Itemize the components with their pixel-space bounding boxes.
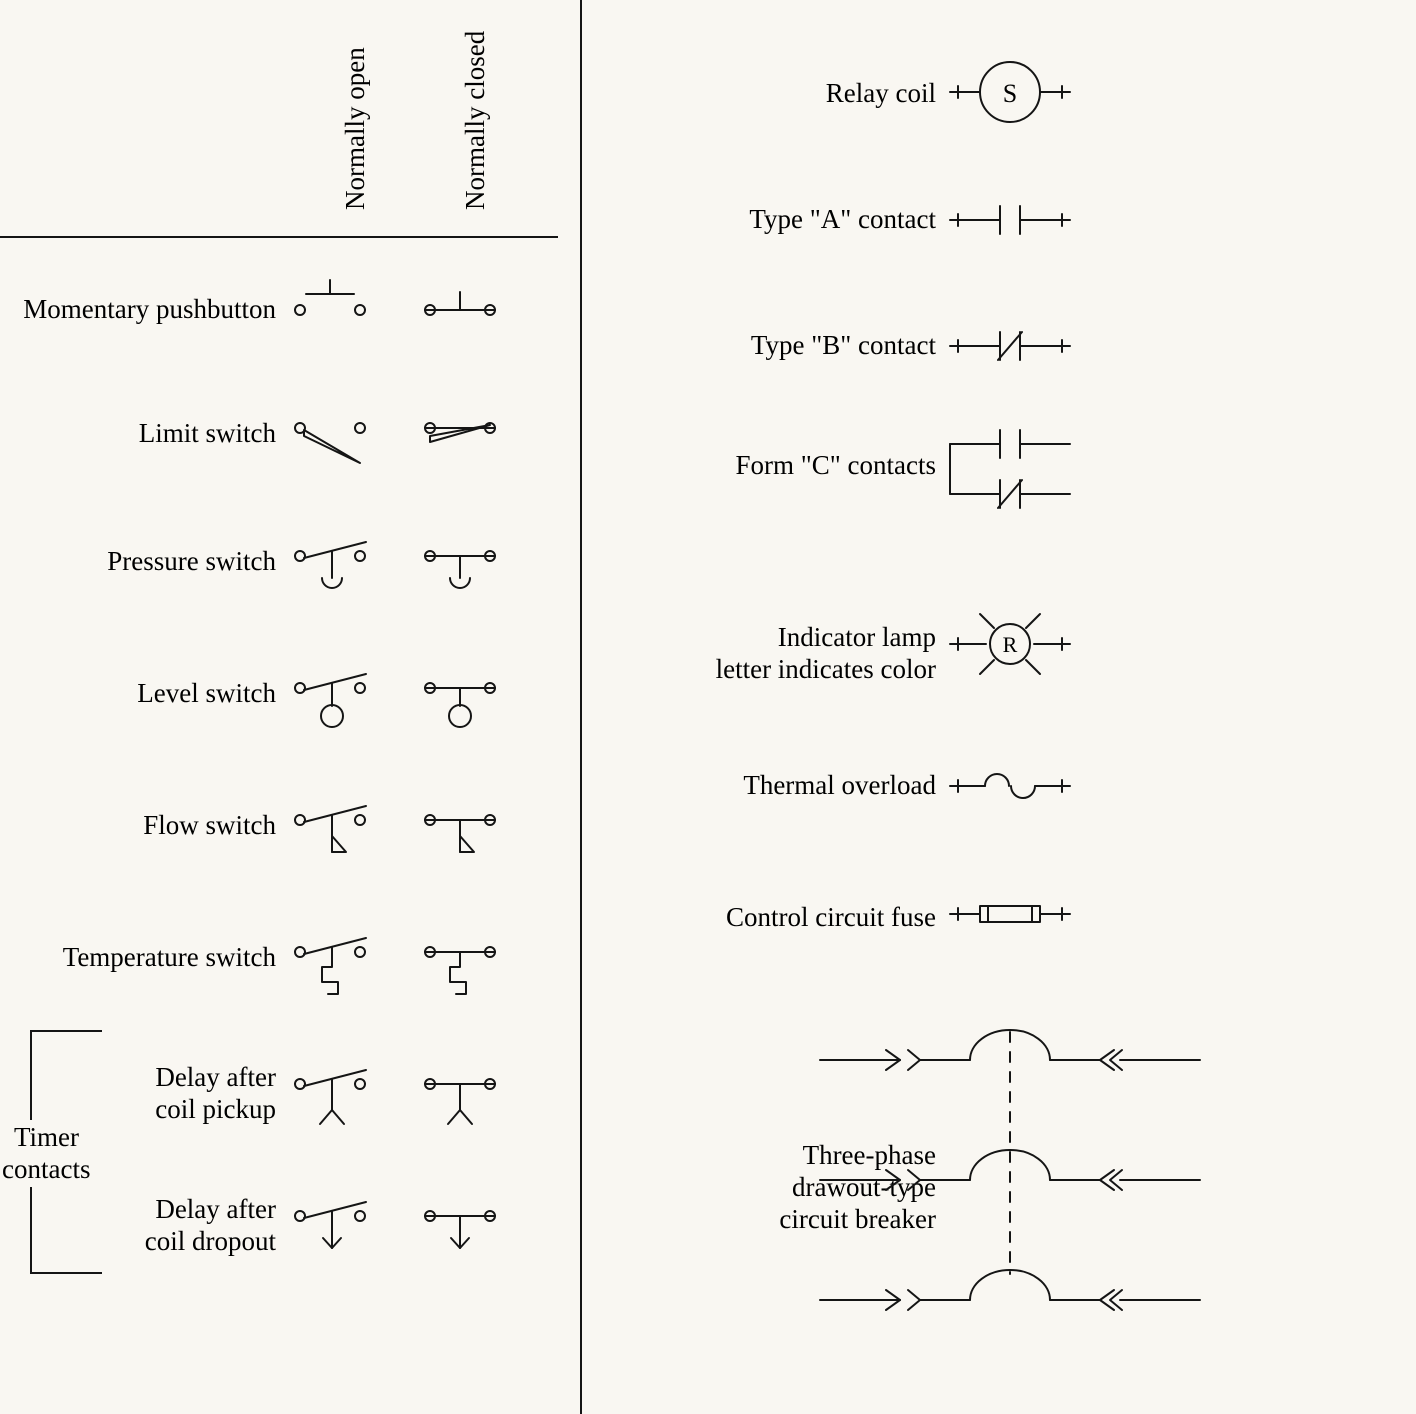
horizontal-divider [0,236,558,238]
row-label-pushbutton: Momentary pushbutton [23,294,276,325]
row-label-delay-pickup-1: Delay after [155,1062,276,1093]
symbol-pushbutton-nc [420,300,500,340]
relay-coil-letter: S [1003,79,1017,108]
symbol-type-a [950,206,1070,246]
symbol-temperature-nc [420,952,500,1032]
row-label-delay-dropout-2: coil dropout [145,1226,276,1257]
row-label-delay-dropout-1: Delay after [155,1194,276,1225]
symbol-limit-nc [420,428,500,468]
symbol-temperature-no [290,952,370,1032]
symbol-indicator-lamp: R [950,604,1070,694]
label-indicator-lamp-2: letter indicates color [716,654,936,685]
indicator-lamp-letter: R [1003,632,1018,657]
symbol-three-phase-breaker [800,1020,1220,1320]
timer-label-2: contacts [2,1152,90,1187]
label-type-a: Type "A" contact [749,204,936,235]
row-label-flow: Flow switch [143,810,276,841]
symbol-pressure-nc [420,556,500,626]
row-label-pressure: Pressure switch [107,546,276,577]
symbol-level-nc [420,688,500,758]
symbol-pushbutton-no [290,300,370,340]
row-label-limit: Limit switch [139,418,276,449]
symbol-fuse [950,902,1070,932]
symbol-delay-dropout-nc [420,1216,500,1286]
label-thermal-overload: Thermal overload [743,770,936,801]
symbol-flow-no [290,820,370,890]
row-label-delay-pickup-2: coil pickup [155,1094,276,1125]
row-label-temperature: Temperature switch [63,942,276,973]
label-relay-coil: Relay coil [826,78,936,109]
symbol-limit-no [290,428,370,488]
symbol-delay-pickup-nc [420,1084,500,1154]
label-form-c: Form "C" contacts [735,450,936,481]
symbol-relay-coil: S [950,62,1070,132]
label-indicator-lamp-1: Indicator lamp [778,622,936,653]
col-header-normally-closed: Normally closed [460,31,491,210]
symbol-flow-nc [420,820,500,890]
row-label-level: Level switch [137,678,276,709]
vertical-divider [580,0,582,1414]
symbol-pressure-no [290,556,370,626]
symbol-delay-pickup-no [290,1084,370,1154]
symbol-form-c [950,430,1070,530]
label-fuse: Control circuit fuse [726,902,936,933]
col-header-normally-open: Normally open [340,47,371,210]
label-type-b: Type "B" contact [751,330,936,361]
symbol-thermal-overload [950,772,1070,812]
symbol-delay-dropout-no [290,1216,370,1286]
symbol-type-b [950,332,1070,372]
page: Normally open Normally closed Momentary … [0,0,1416,1414]
timer-label-1: Timer [14,1120,79,1155]
symbol-level-no [290,688,370,758]
